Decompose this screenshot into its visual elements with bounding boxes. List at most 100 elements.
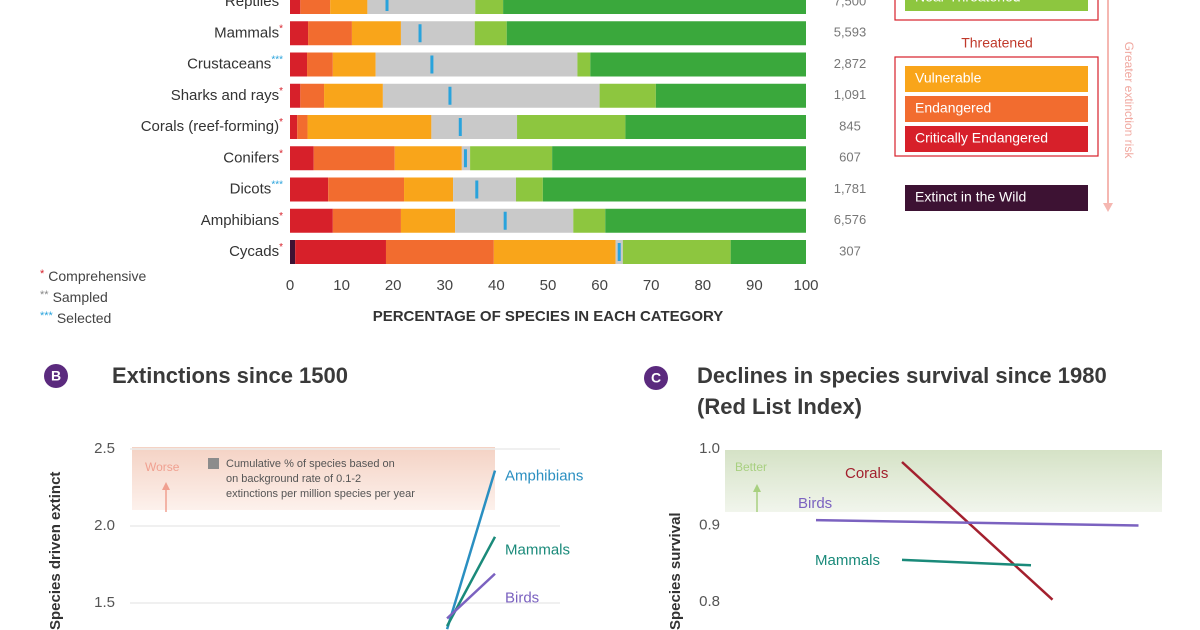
best-estimate-marker: [617, 243, 621, 261]
y-tick-label: 1.0: [699, 440, 720, 457]
marker-symbol: ***: [40, 310, 54, 322]
bar-segment: [308, 21, 352, 46]
legend-label: Critically Endangered: [915, 130, 1048, 146]
category-label: Reptiles*: [225, 0, 283, 10]
marker-key: *** Selected: [40, 310, 111, 326]
category-label: Amphibians*: [201, 210, 283, 228]
panel-subtitle: (Red List Index): [697, 394, 862, 419]
band-label: Better: [735, 460, 767, 474]
category-label: Conifers*: [223, 148, 283, 166]
bar-segment: [290, 240, 296, 264]
bar-segment: [400, 208, 456, 233]
category-marker: *: [279, 242, 283, 253]
bar-segment: [622, 240, 731, 264]
series-line: [901, 558, 1032, 567]
bar-segment: [453, 177, 517, 202]
category-marker: *: [279, 85, 283, 96]
best-estimate-marker: [418, 24, 422, 43]
y-tick-label: 0.8: [699, 593, 720, 610]
bar-segment: [290, 115, 298, 139]
marker-key: ** Sampled: [40, 289, 108, 305]
bar-segment: [385, 240, 494, 264]
x-axis-label: PERCENTAGE OF SPECIES IN EACH CATEGORY: [373, 308, 724, 325]
x-tick-label: 0: [286, 277, 294, 294]
bar-segment: [431, 115, 518, 139]
worse-arrow-head: [162, 482, 170, 490]
worse-band: [132, 447, 495, 510]
category-label: Crustaceans***: [187, 54, 283, 72]
bar-segment: [300, 0, 331, 14]
x-tick-label: 80: [694, 277, 711, 294]
panel-title: Declines in species survival since 1980: [697, 363, 1107, 388]
bar-segment: [351, 21, 401, 46]
bar-segment: [330, 0, 368, 14]
note-swatch: [208, 458, 219, 469]
category-label: Mammals*: [214, 23, 283, 41]
category-label: Corals (reef-forming)*: [141, 117, 283, 135]
series-label: Corals: [845, 465, 888, 482]
x-tick-label: 100: [793, 277, 818, 294]
marker-key: * Comprehensive: [40, 268, 147, 284]
marker-text: Comprehensive: [48, 268, 146, 284]
risk-arrow-head: [1103, 203, 1113, 212]
series-label: Mammals: [815, 552, 880, 569]
bar-segment: [573, 208, 606, 233]
bar-segment: [295, 240, 386, 264]
bar-segment: [625, 115, 806, 139]
y-axis-label: Species survival: [667, 512, 684, 630]
marker-symbol: **: [40, 289, 49, 301]
bar-segment: [382, 83, 600, 108]
species-count: 2,872: [834, 56, 867, 71]
best-estimate-marker: [463, 149, 467, 168]
series-label: Amphibians: [505, 468, 583, 485]
y-tick-label: 1.5: [94, 594, 115, 611]
legend-group-label: Threatened: [961, 35, 1033, 51]
category-marker: *: [279, 0, 283, 3]
bar-segment: [297, 115, 308, 139]
bar-segment: [605, 208, 806, 233]
bar-segment: [475, 0, 504, 14]
bar-segment: [290, 83, 301, 108]
bar-segment: [328, 177, 405, 202]
category-marker: ***: [271, 54, 283, 65]
better-arrow-head: [753, 484, 761, 492]
bar-segment: [455, 208, 574, 233]
legend-label: Vulnerable: [915, 70, 982, 86]
bar-segment: [516, 177, 543, 202]
bar-segment: [542, 177, 806, 202]
species-count: 607: [839, 150, 861, 165]
bar-segment: [394, 146, 462, 171]
marker-symbol: *: [40, 268, 45, 280]
category-name: Reptiles: [225, 0, 279, 10]
x-tick-label: 70: [643, 277, 660, 294]
marker-text: Sampled: [53, 289, 108, 305]
species-count: 845: [839, 118, 861, 133]
bar-segment: [404, 177, 454, 202]
category-label: Sharks and rays*: [171, 85, 283, 103]
bar-segment: [290, 21, 309, 46]
bar-segment: [503, 0, 806, 14]
panel-letter: B: [51, 368, 61, 384]
bar-segment: [290, 0, 301, 14]
band-label: Worse: [145, 460, 180, 474]
species-count: 1,781: [834, 181, 867, 196]
bar-segment: [290, 208, 333, 233]
category-label: Cycads*: [229, 242, 283, 260]
note-line: Cumulative % of species based on: [226, 458, 395, 470]
category-marker: *: [279, 23, 283, 34]
series-label: Mammals: [505, 542, 570, 559]
x-tick-label: 30: [436, 277, 453, 294]
bar-segment: [470, 146, 553, 171]
bar-segment: [730, 240, 806, 264]
bar-segment: [552, 146, 806, 171]
note-line: extinctions per million species per year: [226, 488, 415, 500]
category-marker: *: [279, 117, 283, 128]
legend-frame: [894, 56, 1099, 157]
bar-segment: [375, 52, 578, 77]
x-tick-label: 20: [385, 277, 402, 294]
best-estimate-marker: [448, 86, 452, 105]
bar-segment: [577, 52, 591, 77]
best-estimate-marker: [503, 211, 507, 230]
risk-label: Greater extinction risk: [1122, 42, 1136, 160]
legend-label: Endangered: [915, 100, 991, 116]
